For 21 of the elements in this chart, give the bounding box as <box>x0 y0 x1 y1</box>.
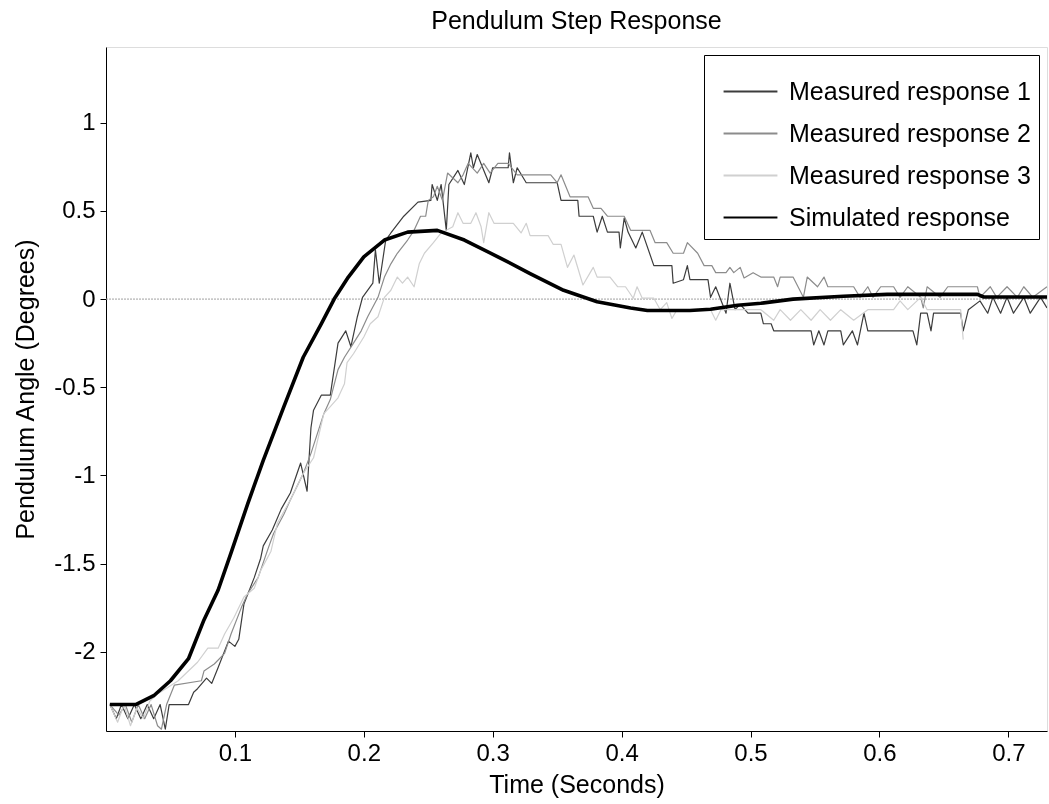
x-tick-label: 0.5 <box>734 738 768 766</box>
y-tick-label: -1 <box>74 460 96 488</box>
legend-label: Simulated response <box>789 202 1010 231</box>
y-tick-label: 1 <box>82 108 96 136</box>
y-tick-label: -1.5 <box>54 549 96 577</box>
x-tick-label: 0.3 <box>476 738 510 766</box>
y-tick-label: 0 <box>82 284 96 312</box>
legend-label: Measured response 1 <box>789 76 1031 105</box>
y-tick-label: -2 <box>74 637 96 665</box>
x-tick-label: 0.6 <box>863 738 897 766</box>
x-tick-label: 0.4 <box>605 738 639 766</box>
x-tick-label: 0.7 <box>992 738 1026 766</box>
x-axis-title: Time (Seconds) <box>489 769 665 798</box>
y-tick-label: 0.5 <box>62 196 96 224</box>
y-tick-label: -0.5 <box>54 372 96 400</box>
x-tick-label: 0.1 <box>218 738 253 766</box>
legend-label: Measured response 3 <box>789 160 1031 189</box>
legend-label: Measured response 2 <box>789 118 1031 147</box>
y-axis-title: Pendulum Angle (Degrees) <box>11 239 40 540</box>
chart-title: Pendulum Step Response <box>431 6 722 34</box>
x-tick-label: 0.2 <box>347 738 381 766</box>
